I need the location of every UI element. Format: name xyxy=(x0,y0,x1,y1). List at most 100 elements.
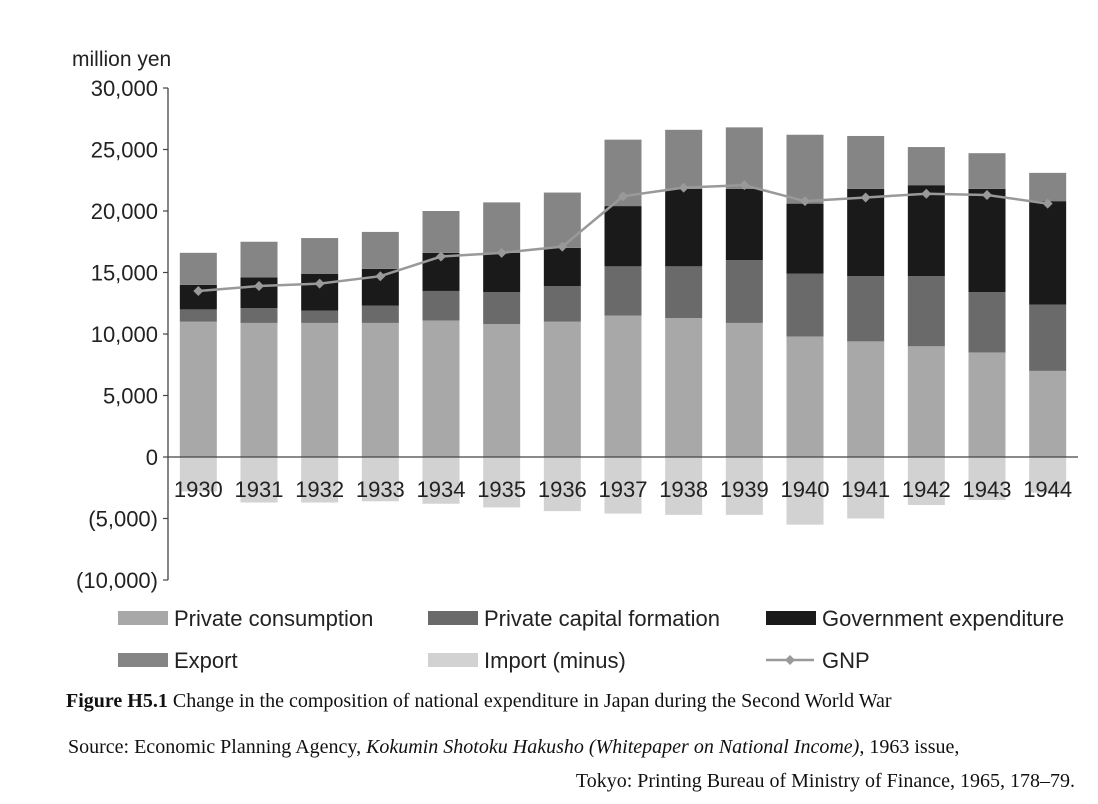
bar-import-1943 xyxy=(968,457,1006,501)
y-tick-label: 20,000 xyxy=(91,199,158,224)
x-tick-label: 1940 xyxy=(781,477,830,502)
bar-government-expenditure-1935 xyxy=(483,252,521,293)
bar-private-consumption-1939 xyxy=(725,322,763,457)
bar-private-capital-formation-1936 xyxy=(543,286,581,322)
bar-private-consumption-1933 xyxy=(361,322,399,457)
bar-private-consumption-1937 xyxy=(604,315,642,457)
bar-export-1932 xyxy=(301,238,339,274)
source-prefix: Source: Economic Planning Agency, xyxy=(68,736,367,758)
bar-import-1934 xyxy=(422,457,460,504)
x-tick-label: 1930 xyxy=(174,477,223,502)
y-tick-label: 5,000 xyxy=(103,384,158,409)
legend-label-gnp: GNP xyxy=(822,648,870,673)
bar-import-1942 xyxy=(907,457,945,505)
bar-export-1942 xyxy=(907,147,945,186)
bar-private-consumption-1931 xyxy=(240,322,278,457)
gnp-point-1931 xyxy=(254,281,264,292)
bar-import-1933 xyxy=(361,457,399,502)
bar-government-expenditure-1942 xyxy=(907,185,945,277)
gnp-point-1935 xyxy=(496,247,507,258)
figure-caption: Figure H5.1 Change in the composition of… xyxy=(66,690,1086,713)
gnp-point-1943 xyxy=(982,190,992,201)
bar-private-capital-formation-1937 xyxy=(604,266,642,316)
source-title: Kokumin Shotoku Hakusho (Whitepaper on N… xyxy=(366,736,860,758)
bar-private-consumption-1938 xyxy=(665,318,703,457)
bar-export-1934 xyxy=(422,211,460,253)
bar-import-1937 xyxy=(604,457,642,514)
bar-private-capital-formation-1931 xyxy=(240,308,278,323)
legend-swatch-private-consumption xyxy=(118,611,168,625)
bars-layer xyxy=(179,127,1067,525)
bar-export-1944 xyxy=(1029,172,1067,202)
x-tick-label: 1944 xyxy=(1023,477,1072,502)
chart: million yen 30,000 25,000 20,000 15,000 10,0… xyxy=(72,48,1078,673)
x-tick-label: 1936 xyxy=(538,477,587,502)
bar-private-consumption-1936 xyxy=(543,321,581,457)
bar-private-capital-formation-1938 xyxy=(665,266,703,319)
bar-private-consumption-1934 xyxy=(422,320,460,457)
source-line-2: Tokyo: Printing Bureau of Ministry of Fi… xyxy=(575,770,1075,792)
y-tick-label: 30,000 xyxy=(91,76,158,101)
bar-private-capital-formation-1934 xyxy=(422,290,460,321)
bar-government-expenditure-1940 xyxy=(786,203,824,274)
x-tick-label: 1934 xyxy=(417,477,466,502)
y-tick-label: 15,000 xyxy=(91,261,158,286)
gnp-point-1933 xyxy=(375,271,386,282)
legend-label-export: Export xyxy=(174,648,238,673)
bar-import-1940 xyxy=(786,457,824,525)
legend-label-private-capital-formation: Private capital formation xyxy=(484,606,720,631)
bar-export-1941 xyxy=(847,135,885,189)
bar-private-consumption-1941 xyxy=(847,341,885,457)
x-tick-label: 1943 xyxy=(963,477,1012,502)
bar-government-expenditure-1941 xyxy=(847,188,885,277)
x-tick-label: 1932 xyxy=(295,477,344,502)
legend-label-private-consumption: Private consumption xyxy=(174,606,373,631)
bar-private-capital-formation-1933 xyxy=(361,305,399,323)
y-tick-label: 0 xyxy=(146,445,158,470)
bar-government-expenditure-1936 xyxy=(543,247,581,287)
bar-government-expenditure-1944 xyxy=(1029,201,1067,305)
bar-import-1938 xyxy=(665,457,703,515)
bar-import-1930 xyxy=(179,457,217,492)
figure-caption-text: Change in the composition of national ex… xyxy=(167,690,892,712)
bar-private-consumption-1940 xyxy=(786,336,824,457)
y-tick-label: 25,000 xyxy=(91,138,158,163)
gnp-point-1941 xyxy=(860,192,871,203)
bar-import-1944 xyxy=(1029,457,1067,493)
bar-export-1933 xyxy=(361,231,399,269)
gnp-point-1940 xyxy=(800,196,810,207)
gnp-point-1942 xyxy=(921,188,932,199)
bar-import-1931 xyxy=(240,457,278,503)
bar-private-capital-formation-1942 xyxy=(907,276,945,347)
figure-label: Figure H5.1 xyxy=(66,690,168,712)
gnp-point-1936 xyxy=(557,241,568,252)
bar-private-consumption-1935 xyxy=(483,324,521,457)
bar-private-capital-formation-1939 xyxy=(725,260,763,323)
bar-private-consumption-1944 xyxy=(1029,370,1067,457)
legend-swatch-government-expenditure xyxy=(766,611,816,625)
y-tick-label: (5,000) xyxy=(88,507,158,532)
bar-import-1941 xyxy=(847,457,885,519)
y-tick-label: (10,000) xyxy=(76,568,158,593)
bar-export-1940 xyxy=(786,134,824,204)
source-suffix: , 1963 issue, xyxy=(859,736,960,758)
bar-government-expenditure-1938 xyxy=(665,188,703,267)
gnp-point-1937 xyxy=(618,191,628,202)
bar-export-1930 xyxy=(179,252,217,285)
bar-export-1938 xyxy=(665,129,703,189)
gnp-point-1938 xyxy=(678,182,689,193)
x-tick-label: 1935 xyxy=(477,477,526,502)
source-line-1: Source: Economic Planning Agency, Kokumi… xyxy=(68,736,1088,759)
bar-export-1935 xyxy=(483,202,521,253)
legend-label-government-expenditure: Government expenditure xyxy=(822,606,1064,631)
bar-export-1943 xyxy=(968,153,1006,189)
gnp-point-1944 xyxy=(1042,198,1053,209)
y-axis-label: million yen xyxy=(72,48,171,71)
bar-private-consumption-1932 xyxy=(301,322,339,457)
legend-label-import-minus-: Import (minus) xyxy=(484,648,626,673)
gnp-point-1939 xyxy=(739,180,750,191)
gnp-point-1932 xyxy=(314,278,325,289)
bar-private-capital-formation-1930 xyxy=(179,309,217,322)
bar-private-capital-formation-1944 xyxy=(1029,304,1067,371)
bar-import-1932 xyxy=(301,457,339,503)
